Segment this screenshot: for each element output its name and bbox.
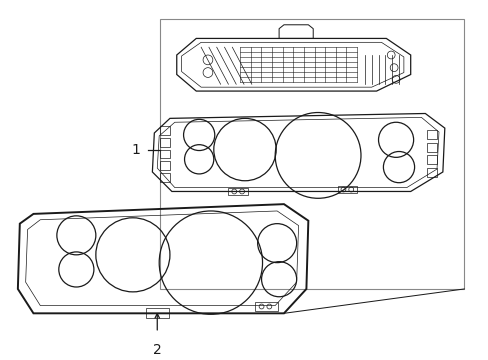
Text: 1: 1	[132, 143, 141, 157]
Text: 2: 2	[153, 343, 162, 356]
Polygon shape	[160, 19, 464, 289]
